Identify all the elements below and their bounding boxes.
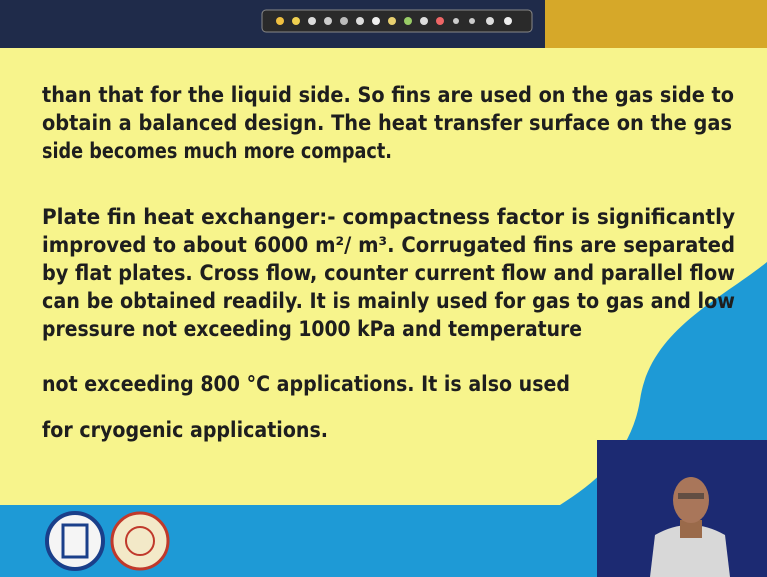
institute-logo (47, 513, 103, 569)
text-line: improved to about 6000 m²/ m³. Corrugate… (42, 233, 735, 257)
text-line: by flat plates. Cross flow, counter curr… (42, 261, 735, 285)
text-line: side becomes much more compact. (42, 139, 392, 163)
text-line: pressure not exceeding 1000 kPa and temp… (42, 317, 582, 341)
page: than that for the liquid side. So fins a… (0, 0, 767, 577)
slide: than that for the liquid side. So fins a… (0, 0, 767, 577)
presenter-video (597, 440, 767, 577)
text-line: than that for the liquid side. So fins a… (42, 83, 734, 107)
text-line: obtain a balanced design. The heat trans… (42, 111, 732, 135)
text-line: not exceeding 800 °C applications. It is… (42, 372, 570, 396)
text-line: for cryogenic applications. (42, 418, 328, 442)
text-line: Plate fin heat exchanger:- compactness f… (42, 205, 735, 229)
top-bar-accent (545, 0, 767, 48)
nptel-logo (112, 513, 168, 569)
text-line: can be obtained readily. It is mainly us… (42, 289, 735, 313)
